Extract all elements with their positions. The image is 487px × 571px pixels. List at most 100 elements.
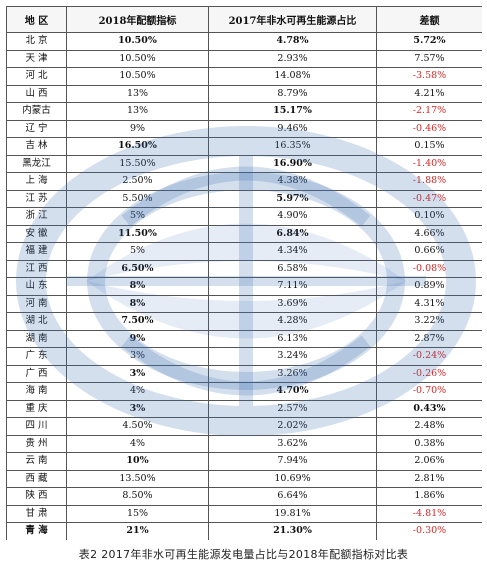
region-cell: 江 苏 bbox=[6, 189, 67, 208]
region-cell: 河 北 bbox=[6, 67, 67, 86]
table-header-row: 地 区 2018年配额指标 2017年非水可再生能源占比 差额 bbox=[6, 6, 482, 33]
share-cell: 7.11% bbox=[208, 277, 377, 296]
table-row: 河 南 8% 3.69% 4.31% bbox=[6, 294, 482, 313]
table-row: 青 海 21% 21.30% -0.30% bbox=[6, 522, 482, 540]
region-cell: 福 建 bbox=[6, 242, 67, 261]
share-cell: 5.97% bbox=[208, 189, 377, 208]
region-cell: 贵 州 bbox=[6, 434, 67, 453]
quota-cell: 8.50% bbox=[66, 487, 209, 506]
difference-cell: 4.21% bbox=[376, 84, 482, 103]
share-cell: 4.38% bbox=[208, 172, 377, 191]
quota-cell: 8% bbox=[66, 294, 209, 313]
region-cell: 云 南 bbox=[6, 452, 67, 471]
region-cell: 陕 西 bbox=[6, 487, 67, 506]
region-cell: 广 西 bbox=[6, 364, 67, 383]
share-cell: 3.69% bbox=[208, 294, 377, 313]
quota-cell: 8% bbox=[66, 277, 209, 296]
share-cell: 9.46% bbox=[208, 119, 377, 138]
difference-cell: 1.86% bbox=[376, 487, 482, 506]
share-cell: 2.57% bbox=[208, 399, 377, 418]
difference-cell: 0.10% bbox=[376, 207, 482, 226]
difference-cell: -2.17% bbox=[376, 102, 482, 121]
table-caption: 表2 2017年非水可再生能源发电量占比与2018年配额指标对比表 bbox=[78, 548, 409, 561]
table-row: 甘 肃 15% 19.81% -4.81% bbox=[6, 504, 482, 523]
region-cell: 山 东 bbox=[6, 277, 67, 296]
difference-cell: 2.48% bbox=[376, 417, 482, 436]
quota-cell: 5.50% bbox=[66, 189, 209, 208]
region-cell: 河 南 bbox=[6, 294, 67, 313]
share-cell: 4.34% bbox=[208, 242, 377, 261]
quota-cell: 4% bbox=[66, 434, 209, 453]
share-cell: 2.02% bbox=[208, 417, 377, 436]
share-cell: 7.94% bbox=[208, 452, 377, 471]
table-row: 河 北 10.50% 14.08% -3.58% bbox=[6, 67, 482, 86]
quota-cell: 3% bbox=[66, 347, 209, 366]
quota-cell: 10.50% bbox=[66, 67, 209, 86]
quota-cell: 11.50% bbox=[66, 224, 209, 243]
difference-cell: -0.08% bbox=[376, 259, 482, 278]
region-cell: 安 徽 bbox=[6, 224, 67, 243]
share-cell: 4.90% bbox=[208, 207, 377, 226]
difference-cell: -0.30% bbox=[376, 522, 482, 540]
difference-cell: 0.89% bbox=[376, 277, 482, 296]
table-row: 海 南 4% 4.70% -0.70% bbox=[6, 382, 482, 401]
table-row: 上 海 2.50% 4.38% -1.88% bbox=[6, 172, 482, 191]
share-cell: 4.28% bbox=[208, 312, 377, 331]
table-row: 山 东 8% 7.11% 0.89% bbox=[6, 277, 482, 296]
quota-cell: 5% bbox=[66, 207, 209, 226]
quota-cell: 3% bbox=[66, 364, 209, 383]
difference-cell: -3.58% bbox=[376, 67, 482, 86]
quota-cell: 15.50% bbox=[66, 154, 209, 173]
header-quota-2018: 2018年配额指标 bbox=[66, 6, 209, 33]
share-cell: 21.30% bbox=[208, 522, 377, 540]
share-cell: 3.62% bbox=[208, 434, 377, 453]
share-cell: 6.58% bbox=[208, 259, 377, 278]
table-row: 湖 北 7.50% 4.28% 3.22% bbox=[6, 312, 482, 331]
region-cell: 重 庆 bbox=[6, 399, 67, 418]
table-container: 地 区 2018年配额指标 2017年非水可再生能源占比 差额 北 京 10.50… bbox=[6, 6, 482, 540]
quota-cell: 13% bbox=[66, 84, 209, 103]
region-cell: 广 东 bbox=[6, 347, 67, 366]
table-row: 山 西 13% 8.79% 4.21% bbox=[6, 84, 482, 103]
difference-cell: 4.66% bbox=[376, 224, 482, 243]
region-cell: 甘 肃 bbox=[6, 504, 67, 523]
region-cell: 山 西 bbox=[6, 84, 67, 103]
region-cell: 四 川 bbox=[6, 417, 67, 436]
table-row: 安 徽 11.50% 6.84% 4.66% bbox=[6, 224, 482, 243]
table-row: 北 京 10.50% 4.78% 5.72% bbox=[6, 32, 482, 51]
table-body: 北 京 10.50% 4.78% 5.72% 天 津 10.50% 2.93% 7.57% 河 … bbox=[6, 32, 482, 540]
share-cell: 2.93% bbox=[208, 49, 377, 68]
table-row: 贵 州 4% 3.62% 0.38% bbox=[6, 434, 482, 453]
share-cell: 3.24% bbox=[208, 347, 377, 366]
region-cell: 内蒙古 bbox=[6, 102, 67, 121]
region-cell: 吉 林 bbox=[6, 137, 67, 156]
region-cell: 上 海 bbox=[6, 172, 67, 191]
table-row: 黑龙江 15.50% 16.90% -1.40% bbox=[6, 154, 482, 173]
difference-cell: 0.38% bbox=[376, 434, 482, 453]
region-cell: 天 津 bbox=[6, 49, 67, 68]
region-cell: 湖 南 bbox=[6, 329, 67, 348]
table-row: 浙 江 5% 4.90% 0.10% bbox=[6, 207, 482, 226]
table-row: 云 南 10% 7.94% 2.06% bbox=[6, 452, 482, 471]
region-cell: 江 西 bbox=[6, 259, 67, 278]
difference-cell: 3.22% bbox=[376, 312, 482, 331]
quota-cell: 10.50% bbox=[66, 32, 209, 51]
difference-cell: -0.46% bbox=[376, 119, 482, 138]
difference-cell: -4.81% bbox=[376, 504, 482, 523]
difference-cell: 0.15% bbox=[376, 137, 482, 156]
table-row: 辽 宁 9% 9.46% -0.46% bbox=[6, 119, 482, 138]
region-cell: 黑龙江 bbox=[6, 154, 67, 173]
difference-cell: 4.31% bbox=[376, 294, 482, 313]
quota-cell: 6.50% bbox=[66, 259, 209, 278]
quota-cell: 21% bbox=[66, 522, 209, 540]
difference-cell: 2.87% bbox=[376, 329, 482, 348]
difference-cell: 5.72% bbox=[376, 32, 482, 51]
difference-cell: -0.47% bbox=[376, 189, 482, 208]
difference-cell: 7.57% bbox=[376, 49, 482, 68]
quota-comparison-table: 地 区 2018年配额指标 2017年非水可再生能源占比 差额 北 京 10.50… bbox=[6, 6, 482, 540]
header-difference: 差额 bbox=[376, 6, 482, 33]
header-share-2017: 2017年非水可再生能源占比 bbox=[208, 6, 377, 33]
difference-cell: 2.06% bbox=[376, 452, 482, 471]
share-cell: 4.78% bbox=[208, 32, 377, 51]
share-cell: 19.81% bbox=[208, 504, 377, 523]
